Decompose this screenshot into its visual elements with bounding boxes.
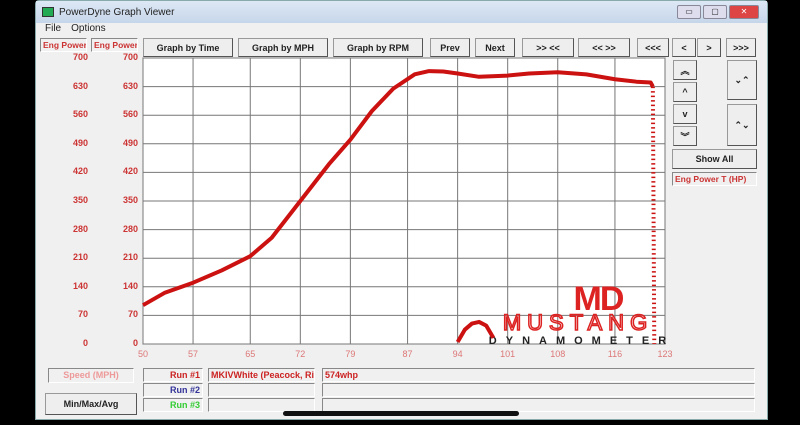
menu-file[interactable]: File	[45, 23, 62, 34]
range-expand-button[interactable]: ⌄⌃	[727, 60, 757, 100]
y-tick-label-1: 140	[72, 280, 88, 291]
app-icon	[42, 7, 54, 17]
home-indicator	[283, 411, 519, 416]
x-tick-label: 72	[295, 349, 306, 359]
y-tick-label-2: 700	[122, 52, 138, 62]
next-button[interactable]: Next	[475, 38, 515, 57]
y-tick-label-1: 420	[72, 166, 88, 177]
channel-label: Eng Power T (HP)	[672, 172, 757, 186]
x-tick-label: 65	[245, 349, 256, 359]
series-line	[142, 69, 655, 307]
y-tick-label-1: 280	[72, 223, 88, 234]
show-all-button[interactable]: Show All	[672, 149, 757, 169]
run-note-field[interactable]: 574whp	[322, 368, 755, 382]
y-tick-label-1: 700	[72, 52, 88, 62]
title-bar: PowerDyne Graph Viewer ▭ ▢ ✕	[36, 1, 767, 23]
x-tick-label: 116	[607, 349, 623, 359]
minimize-button[interactable]: ▭	[677, 5, 701, 19]
y-tick-label-2: 560	[122, 109, 138, 120]
close-button[interactable]: ✕	[729, 5, 759, 19]
run-name-field[interactable]: MKIVWhite (Peacock, Ric	[208, 368, 315, 382]
prev-button[interactable]: Prev	[430, 38, 470, 57]
y-tick-label-2: 280	[122, 223, 138, 234]
y-tick-label-2: 630	[122, 80, 138, 91]
run-note-field[interactable]	[322, 398, 755, 412]
x-tick-label: 57	[188, 349, 199, 359]
run-note-field[interactable]	[322, 383, 755, 397]
scale-up-button[interactable]: ^	[673, 82, 697, 102]
zoom-out-button[interactable]: << >>	[578, 38, 630, 57]
scale-up-fast-button[interactable]: ︽	[673, 60, 697, 80]
y-tick-label-1: 0	[82, 338, 88, 348]
scroll-right-button[interactable]: >	[697, 38, 721, 57]
x-tick-label: 101	[500, 349, 516, 359]
zoom-in-button[interactable]: >> <<	[522, 38, 574, 57]
y-tick-label-1: 70	[77, 309, 88, 320]
left-axis-label-2: Eng Power	[91, 38, 138, 52]
y-tick-label-2: 0	[132, 338, 138, 348]
menu-bar: File Options	[36, 23, 767, 37]
y-tick-label-2: 420	[122, 166, 138, 177]
menu-options[interactable]: Options	[71, 23, 106, 34]
graph-by-mph-button[interactable]: Graph by MPH	[238, 38, 328, 57]
y-tick-label-1: 210	[72, 252, 88, 263]
y-tick-label-2: 140	[122, 280, 138, 291]
speed-axis-label: Speed (MPH)	[48, 368, 134, 383]
series-line	[455, 319, 496, 343]
scroll-last-button[interactable]: >>>	[726, 38, 756, 57]
run-label: Run #3	[143, 398, 203, 412]
y-tick-label-1: 350	[72, 195, 88, 205]
run-name-field[interactable]	[208, 398, 315, 412]
maximize-button[interactable]: ▢	[703, 5, 727, 19]
x-tick-label: 108	[550, 349, 566, 359]
x-tick-label: 87	[402, 349, 413, 359]
scale-down-fast-button[interactable]: ︾	[673, 126, 697, 146]
window-title: PowerDyne Graph Viewer	[59, 6, 175, 18]
x-tick-label: 94	[452, 349, 463, 359]
x-tick-label: 123	[657, 349, 673, 359]
y-tick-label-2: 210	[122, 252, 138, 263]
min-max-avg-button[interactable]: Min/Max/Avg	[45, 393, 137, 415]
logo-text: MD	[574, 280, 624, 318]
logo-text: DYNAMOMETER	[489, 335, 675, 347]
logo-text: MUSTANG	[503, 310, 653, 335]
run-label: Run #1	[143, 368, 203, 382]
run-label: Run #2	[143, 383, 203, 397]
y-tick-label-1: 630	[72, 80, 88, 91]
x-tick-label: 79	[345, 349, 356, 359]
run-name-field[interactable]	[208, 383, 315, 397]
y-tick-label-2: 490	[122, 137, 138, 148]
y-tick-label-2: 350	[122, 195, 138, 205]
left-axis-label-1: Eng Power	[40, 38, 87, 52]
x-tick-label: 50	[137, 349, 148, 359]
y-tick-label-1: 490	[72, 137, 88, 148]
range-shrink-button[interactable]: ⌃⌄	[727, 104, 757, 146]
graph-by-time-button[interactable]: Graph by Time	[143, 38, 233, 57]
y-tick-label-2: 70	[127, 309, 138, 320]
scroll-first-button[interactable]: <<<	[637, 38, 669, 57]
scale-down-button[interactable]: v	[673, 104, 697, 124]
graph-by-rpm-button[interactable]: Graph by RPM	[333, 38, 423, 57]
scroll-left-button[interactable]: <	[672, 38, 696, 57]
y-tick-label-1: 560	[72, 109, 88, 120]
